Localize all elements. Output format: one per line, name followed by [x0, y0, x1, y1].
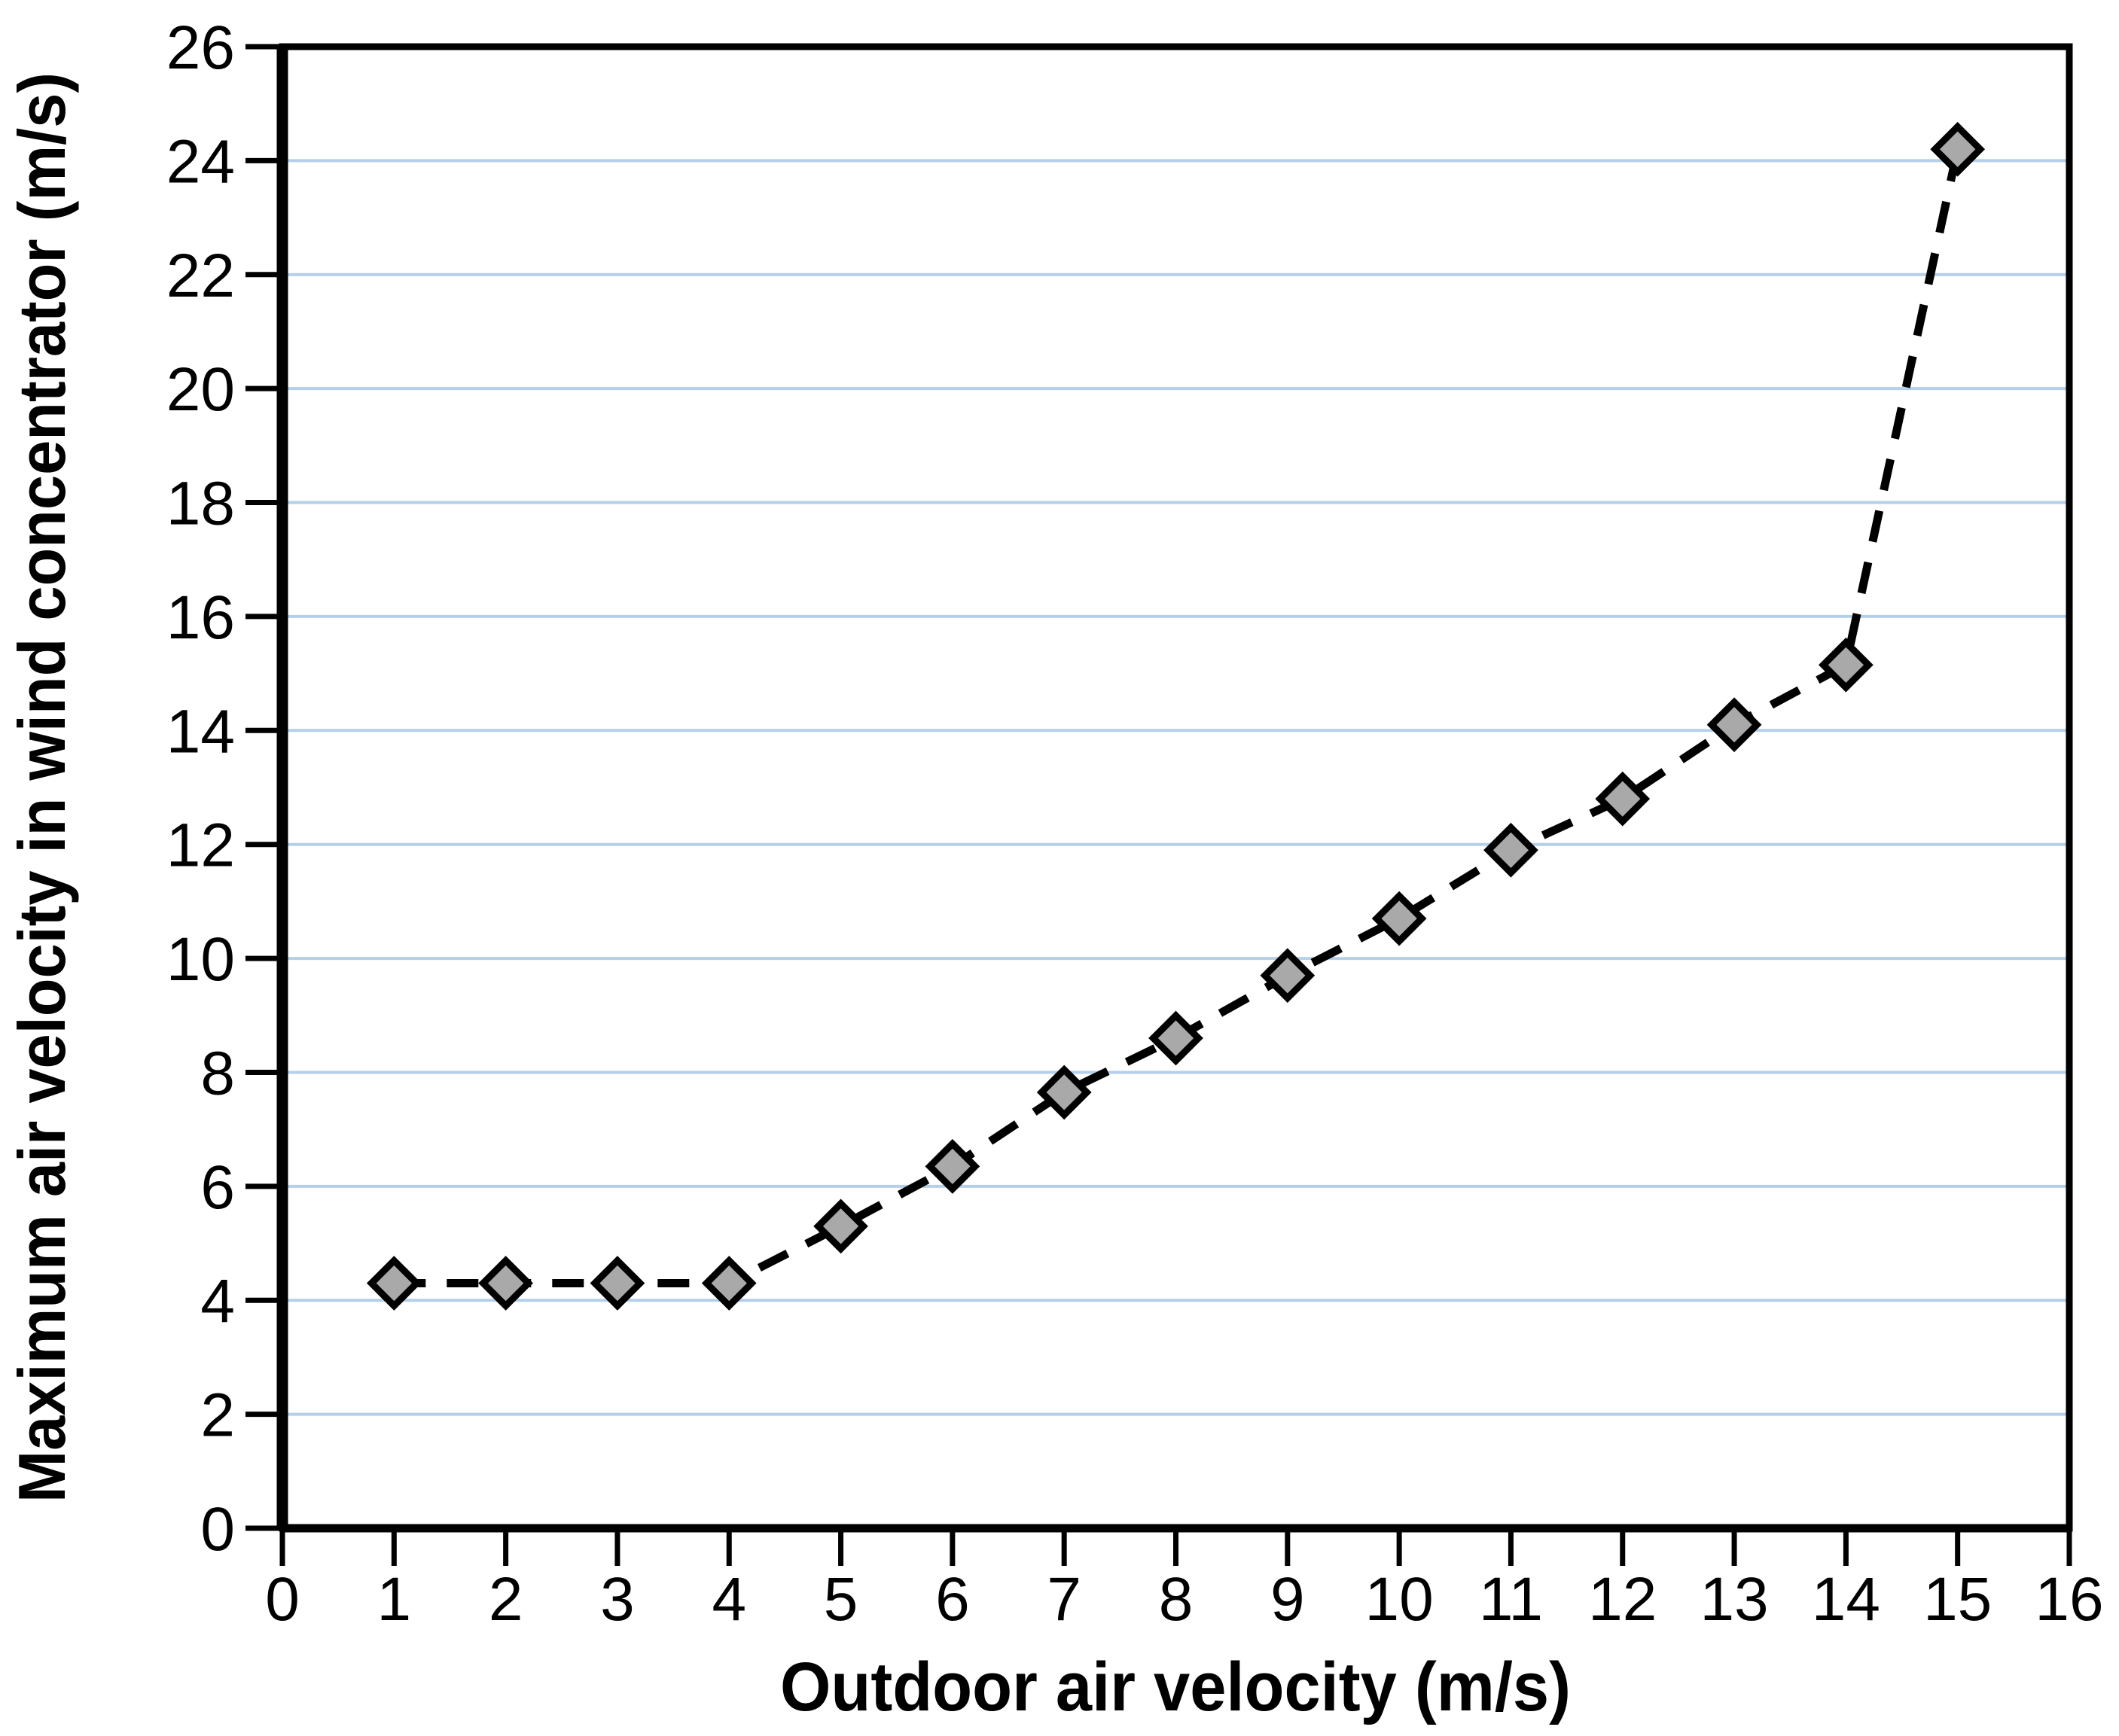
x-axis-title: Outdoor air velocity (m/s) — [780, 1649, 1571, 1725]
y-tick-label: 4 — [200, 1267, 235, 1336]
data-point-marker — [1706, 697, 1762, 753]
x-tick-label: 6 — [935, 1565, 970, 1634]
x-tick-label: 14 — [1812, 1565, 1880, 1634]
x-tick-label: 2 — [489, 1565, 523, 1634]
x-tick-label: 12 — [1588, 1565, 1657, 1634]
x-tick-label: 8 — [1159, 1565, 1194, 1634]
y-tick-label: 16 — [166, 583, 235, 652]
data-point-marker — [1483, 822, 1538, 878]
y-tick-label: 26 — [166, 14, 235, 82]
x-tick-label: 13 — [1700, 1565, 1768, 1634]
y-axis-title: Maximum air velocity in wind concentrato… — [5, 72, 79, 1503]
y-tick-label: 12 — [166, 812, 235, 880]
data-point-marker — [1036, 1064, 1092, 1120]
data-point-marker — [590, 1256, 645, 1311]
y-tick-label: 2 — [200, 1381, 235, 1450]
plot-area-border — [279, 43, 2073, 1532]
y-tick-label: 6 — [200, 1153, 235, 1222]
data-point-marker — [1371, 891, 1427, 946]
x-tick-label: 5 — [824, 1565, 858, 1634]
data-point-marker — [1595, 771, 1651, 827]
gridlines — [282, 159, 2069, 1416]
data-point-marker — [1819, 637, 1874, 693]
data-point-marker — [813, 1198, 868, 1254]
y-tick-label: 10 — [166, 925, 235, 994]
x-tick-label: 3 — [600, 1565, 635, 1634]
y-tick-label: 14 — [166, 697, 235, 766]
y-tick-label: 0 — [200, 1495, 235, 1564]
data-point-marker — [366, 1256, 422, 1311]
y-tick-label: 20 — [166, 355, 235, 424]
x-tick-label: 9 — [1270, 1565, 1305, 1634]
x-tick-label: 4 — [712, 1565, 746, 1634]
x-tick-label: 15 — [1923, 1565, 1992, 1634]
y-tick-label: 8 — [200, 1039, 235, 1107]
data-point-marker — [1930, 121, 1986, 177]
data-point-marker — [701, 1256, 757, 1311]
x-tick-label: 1 — [377, 1565, 412, 1634]
x-tick-label: 0 — [265, 1565, 300, 1634]
y-tick-label: 24 — [166, 127, 235, 196]
data-point-marker — [1148, 1010, 1203, 1066]
y-tick-label: 18 — [166, 470, 235, 538]
x-tick-label: 11 — [1479, 1565, 1543, 1634]
x-tick-label: 16 — [2035, 1565, 2103, 1634]
data-series — [366, 121, 1986, 1311]
data-point-marker — [1260, 948, 1316, 1004]
x-tick-label: 7 — [1047, 1565, 1081, 1634]
axis-ticks — [245, 44, 2072, 1566]
data-point-marker — [925, 1138, 980, 1194]
data-point-marker — [478, 1256, 533, 1311]
x-tick-label: 10 — [1365, 1565, 1434, 1634]
y-tick-label: 22 — [166, 242, 235, 310]
